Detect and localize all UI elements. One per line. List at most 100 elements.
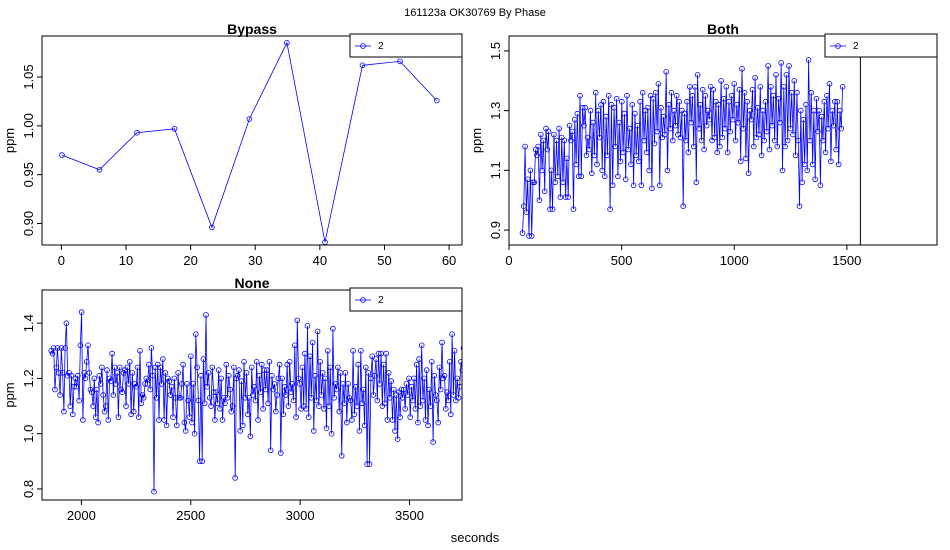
data-point [209,224,215,231]
data-point [308,394,315,401]
data-point [493,404,498,409]
data-point [374,397,381,404]
data-point [667,125,673,132]
data-point [101,408,108,415]
data-point [389,417,396,423]
data-point [289,381,296,387]
x-tick-label: 1500 [832,253,861,268]
data-point [622,176,629,183]
data-point [553,137,560,144]
data-point [277,450,284,456]
data-point [565,194,571,201]
data-point [584,134,591,141]
data-point [578,173,585,180]
data-point [523,209,530,216]
data-point [660,113,667,120]
x-tick-label: 20 [183,253,197,268]
data-point [777,119,783,126]
data-point [403,381,410,387]
data-point [401,386,407,393]
data-point [625,146,632,153]
data-point [181,419,188,426]
data-point [240,422,246,429]
data-point [803,101,809,108]
data-point [592,89,599,96]
data-point [124,364,131,371]
data-point [711,134,718,141]
data-point [129,370,136,376]
data-point [739,66,745,72]
data-point [583,152,590,159]
data-point [119,389,125,396]
data-point [77,342,84,349]
data-point [433,97,440,104]
data-point [132,381,138,387]
data-point [765,63,771,69]
figure-title: 161123a OK30769 By Phase [404,7,546,19]
data-point [346,394,353,401]
data-point [758,152,765,159]
data-point [102,403,109,409]
data-point [440,375,447,382]
data-point [582,104,588,111]
x-tick-label: 500 [611,253,633,268]
data-point [697,101,703,108]
data-point [229,403,236,409]
data-point [782,143,788,150]
data-point [773,72,779,78]
data-point [199,458,206,465]
data-point [767,84,774,90]
data-point [629,101,636,108]
data-point [404,392,411,398]
data-point [797,107,804,114]
data-point [137,347,143,354]
data-point [655,81,662,87]
data-point [118,386,124,393]
data-point [253,358,260,365]
data-point [319,370,326,376]
data-point [826,81,833,87]
data-point [677,134,684,141]
data-point [766,146,773,153]
data-point [62,345,68,351]
y-tick-label: 1.4 [21,314,36,332]
data-point [531,179,538,186]
data-point [475,393,480,398]
data-point [603,113,609,120]
data-point [299,364,306,371]
plot-area-both [519,57,846,239]
data-point [724,149,731,156]
data-point [492,393,497,398]
data-point [494,390,499,395]
data-point [92,414,99,420]
data-point [445,397,452,404]
data-point [741,89,748,96]
data-point [690,143,697,150]
data-point [210,389,217,396]
data-point [86,370,93,376]
data-point [632,110,638,117]
data-point [236,367,242,373]
data-point [837,107,843,114]
data-point [588,170,595,177]
x-tick-label: 3500 [395,508,424,523]
data-point [601,173,608,180]
data-point [272,408,279,415]
data-point [359,62,366,69]
data-point [138,400,145,407]
data-point [413,361,420,368]
data-point [402,405,409,412]
data-point [754,104,761,111]
data-point [649,185,655,192]
data-point [427,403,434,409]
data-point [663,69,669,75]
data-point [219,417,226,423]
data-point [421,375,428,382]
data-point [784,137,791,144]
data-point [307,353,313,360]
data-point [791,78,798,84]
data-point [726,98,732,105]
data-point [398,386,405,393]
data-point [134,364,141,371]
data-point [293,414,299,420]
